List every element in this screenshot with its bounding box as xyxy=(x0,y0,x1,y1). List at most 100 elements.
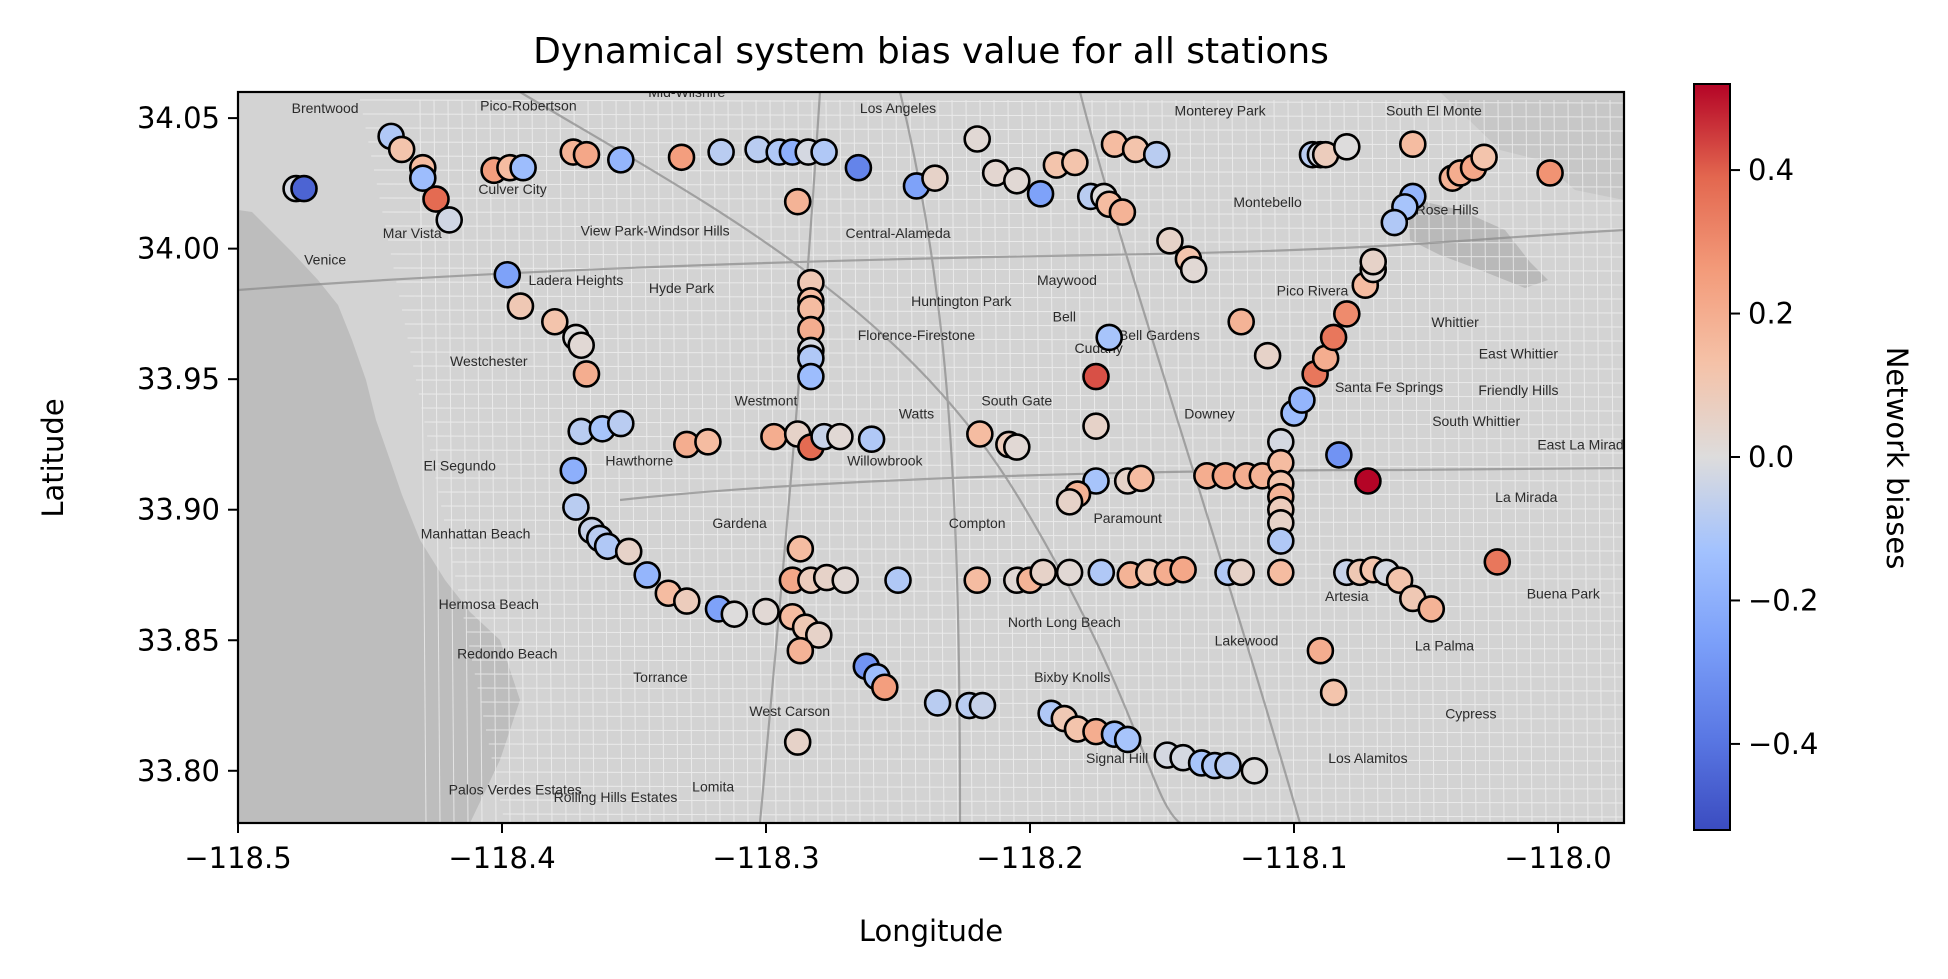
station-point xyxy=(1169,555,1197,584)
station-point xyxy=(1214,751,1242,780)
station-point xyxy=(968,691,997,720)
plot-frame xyxy=(236,90,1626,825)
map-label: Buena Park xyxy=(1527,585,1601,601)
x-tick-label: −118.1 xyxy=(1240,841,1347,875)
station-point xyxy=(1227,307,1255,336)
station-point xyxy=(1082,412,1110,440)
station-point xyxy=(1227,558,1255,587)
station-point xyxy=(1002,433,1031,461)
map-label: Bell Gardens xyxy=(1119,327,1200,343)
station-point xyxy=(1002,166,1031,195)
station-point xyxy=(572,140,601,169)
map-label: Hyde Park xyxy=(649,280,715,296)
map-label: Whittier xyxy=(1431,314,1479,330)
station-point xyxy=(1319,323,1348,352)
map-label: Monterey Park xyxy=(1175,102,1267,118)
map-label: Venice xyxy=(304,251,346,267)
map-label: Culver City xyxy=(478,181,546,197)
station-point xyxy=(1417,595,1446,623)
station-point xyxy=(572,360,601,388)
map-label: Rose Hills xyxy=(1416,202,1479,218)
ocean xyxy=(238,210,520,823)
station-point xyxy=(1055,558,1084,587)
station-point xyxy=(1380,208,1409,237)
map-label: Los Angeles xyxy=(860,100,936,116)
station-point xyxy=(1156,227,1184,255)
station-point xyxy=(923,689,952,717)
colorbar-tick-label: 0.4 xyxy=(1748,153,1794,187)
station-point xyxy=(633,561,662,589)
station-point xyxy=(857,425,886,454)
station-point xyxy=(1026,180,1055,208)
x-axis: −118.5 −118.4 −118.3 −118.2 −118.1 −118.0 xyxy=(184,823,1612,875)
station-point xyxy=(1240,756,1269,785)
map-label: Pico-Robertson xyxy=(480,97,577,113)
map-label: Santa Fe Springs xyxy=(1335,379,1443,395)
station-point xyxy=(707,138,735,166)
station-point xyxy=(408,164,437,192)
y-tick-label: 34.00 xyxy=(137,232,220,266)
map-label: East Whittier xyxy=(1479,345,1559,361)
station-point xyxy=(783,728,812,756)
station-point xyxy=(810,138,838,166)
station-point xyxy=(963,566,992,595)
station-point xyxy=(290,174,318,203)
map-label: South Whittier xyxy=(1432,413,1520,429)
station-point xyxy=(387,135,416,164)
map-label: El Segundo xyxy=(424,458,497,474)
map-label: Mid-Wilshire xyxy=(648,84,725,100)
station-point xyxy=(1470,143,1498,172)
station-point xyxy=(506,292,535,320)
map-label: Brentwood xyxy=(292,100,359,116)
station-point xyxy=(1483,548,1512,576)
station-point xyxy=(1029,558,1057,587)
station-point xyxy=(1108,198,1137,226)
colorbar-tick-label: 0.0 xyxy=(1748,440,1794,474)
map-label: Gardena xyxy=(712,515,767,531)
station-point xyxy=(1082,467,1110,495)
colorbar-gradient xyxy=(1693,83,1731,831)
map-label: Bell xyxy=(1053,309,1076,325)
map-label: Florence-Firestone xyxy=(858,327,976,343)
station-point xyxy=(1288,386,1316,414)
station-point xyxy=(1306,636,1335,665)
map-label: Artesia xyxy=(1325,588,1369,604)
map-label: Pico Rivera xyxy=(1277,283,1349,299)
map-label: Westmont xyxy=(735,392,798,408)
map-label: Downey xyxy=(1184,405,1235,421)
station-point xyxy=(786,535,815,563)
station-point xyxy=(509,153,537,182)
station-point xyxy=(1267,527,1295,555)
station-point xyxy=(1385,566,1414,595)
x-tick-label: −118.4 xyxy=(448,841,555,875)
colorbar-tick-label: −0.2 xyxy=(1748,583,1818,617)
station-point xyxy=(493,260,522,289)
station-point xyxy=(783,187,812,216)
station-point xyxy=(1253,341,1282,370)
station-point xyxy=(1354,467,1382,495)
map-label: Bixby Knolls xyxy=(1034,669,1110,685)
station-point xyxy=(804,621,833,649)
station-point xyxy=(562,493,590,521)
map-label: South Gate xyxy=(981,392,1052,408)
station-point xyxy=(606,409,635,438)
colorbar-tick-label: −0.4 xyxy=(1748,727,1818,761)
map-label: Cypress xyxy=(1445,706,1496,722)
map-label: Paramount xyxy=(1093,510,1162,526)
station-point xyxy=(1267,558,1295,587)
station-point xyxy=(694,428,722,456)
map-label: Mar Vista xyxy=(383,225,442,241)
station-point xyxy=(1095,323,1123,352)
map-label: Westchester xyxy=(450,353,528,369)
station-point xyxy=(831,566,860,595)
chart-title: Dynamical system bias value for all stat… xyxy=(533,31,1329,72)
stations-layer xyxy=(282,122,1564,785)
station-point xyxy=(1055,488,1084,516)
map-label: Montebello xyxy=(1233,194,1302,210)
station-point xyxy=(667,143,696,172)
x-tick-label: −118.5 xyxy=(184,841,291,875)
map-label: La Palma xyxy=(1415,638,1474,654)
station-point xyxy=(567,331,596,360)
x-tick-label: −118.0 xyxy=(1504,841,1611,875)
